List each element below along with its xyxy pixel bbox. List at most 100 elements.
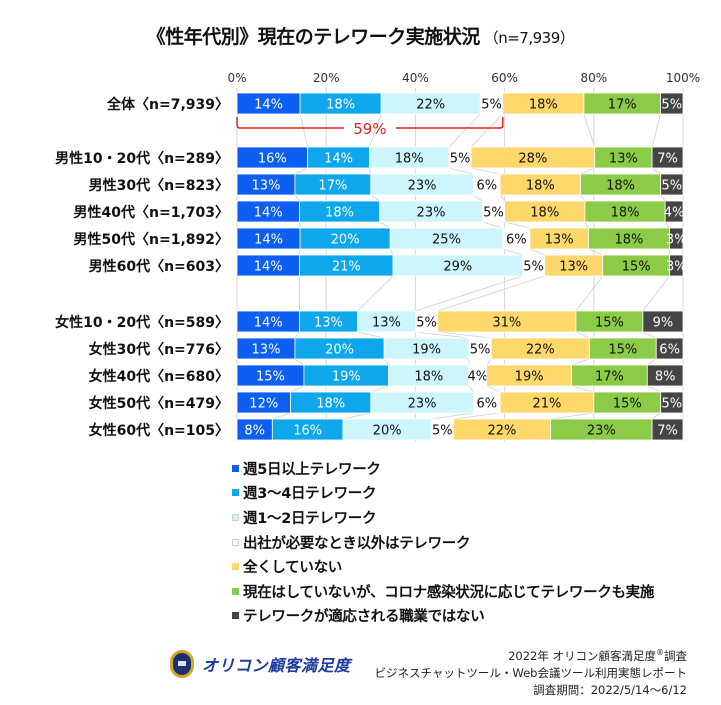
legend-item: 週1～2日テレワーク bbox=[232, 505, 654, 530]
category-label: 男性60代〈n=603〉 bbox=[89, 258, 229, 275]
data-label: 16% bbox=[258, 152, 287, 167]
bar-segment bbox=[651, 146, 684, 169]
series-connector-line bbox=[357, 275, 394, 312]
category-label: 女性60代〈n=105〉 bbox=[89, 422, 229, 439]
series-connector-line bbox=[482, 221, 503, 229]
legend-item: 出社が必要なとき以外はテレワーク bbox=[232, 530, 654, 555]
logo-text: オリコン顧客満足度 bbox=[202, 656, 351, 675]
data-label: 15% bbox=[622, 260, 651, 275]
series-connector-line bbox=[575, 275, 604, 312]
data-label: 14% bbox=[254, 98, 283, 113]
series-connector-line bbox=[664, 221, 670, 229]
series-connector-line bbox=[294, 167, 308, 175]
series-connector-line bbox=[651, 113, 661, 148]
series-connector-line bbox=[583, 113, 596, 148]
category-label: 男性50代〈n=1,892〉 bbox=[74, 231, 229, 248]
legend-label: 週3～4日テレワーク bbox=[243, 486, 377, 503]
data-label: 25% bbox=[432, 233, 461, 248]
data-label: 20% bbox=[325, 343, 354, 358]
data-label: 5% bbox=[483, 206, 504, 221]
data-label: 13% bbox=[545, 233, 574, 248]
series-connector-line bbox=[580, 194, 586, 202]
legend-swatch bbox=[232, 489, 239, 497]
series-connector-line bbox=[357, 331, 385, 339]
bar-segment bbox=[646, 364, 684, 387]
series-connector-line bbox=[272, 412, 291, 420]
series-connector-line bbox=[294, 331, 300, 339]
data-label: 12% bbox=[249, 397, 278, 412]
bar-segment bbox=[664, 200, 684, 223]
series-connector-line bbox=[383, 358, 389, 366]
legend-label: テレワークが適応される職業ではない bbox=[243, 609, 485, 626]
category-label: 女性30代〈n=776〉 bbox=[89, 341, 229, 358]
category-label: 男性30代〈n=823〉 bbox=[89, 177, 229, 194]
series-connector-line bbox=[299, 248, 301, 256]
legend-swatch bbox=[232, 563, 239, 571]
legend-label: 全くしていない bbox=[243, 560, 342, 577]
series-connector-line bbox=[370, 385, 389, 393]
data-label: 13% bbox=[314, 316, 343, 331]
credit-survey-name: 2022年 オリコン顧客満足度®調査 bbox=[508, 648, 687, 663]
series-connector-line bbox=[588, 248, 603, 256]
data-label: 15% bbox=[608, 343, 637, 358]
legend-label: 現在はしていないが、コロナ感染状況に応じてテレワークも実施 bbox=[243, 584, 655, 601]
data-label: 9% bbox=[653, 316, 674, 331]
legend-item: テレワークが適応される職業ではない bbox=[232, 604, 654, 629]
category-label: 全体〈n=7,939〉 bbox=[106, 96, 229, 113]
series-connector-line bbox=[369, 167, 372, 175]
bar-segment bbox=[642, 310, 684, 333]
chart-title: 《性年代別》現在のテレワーク実施状況 （n=7,939） bbox=[0, 22, 721, 49]
data-label: 18% bbox=[530, 206, 559, 221]
data-label: 13% bbox=[372, 316, 401, 331]
data-label: 17% bbox=[608, 98, 637, 113]
data-label: 5% bbox=[662, 179, 683, 194]
series-connector-line bbox=[651, 412, 661, 420]
series-connector-line bbox=[580, 167, 595, 175]
category-label: 女性50代〈n=479〉 bbox=[89, 395, 229, 412]
series-connector-line bbox=[437, 275, 545, 312]
x-axis-ticks: 0% 20% 40% 60% 80% 100% bbox=[227, 71, 700, 85]
data-label: 23% bbox=[408, 397, 437, 412]
series-connector-line bbox=[342, 412, 371, 420]
series-connector-line bbox=[290, 385, 305, 393]
legend-label: 週5日以上テレワーク bbox=[243, 461, 381, 478]
data-label: 19% bbox=[332, 370, 361, 385]
data-label: 5% bbox=[432, 424, 453, 439]
data-label: 15% bbox=[613, 397, 642, 412]
data-label: 4% bbox=[468, 370, 489, 385]
series-connector-line bbox=[504, 221, 530, 229]
data-label: 22% bbox=[487, 424, 516, 439]
series-connector-line bbox=[370, 194, 380, 202]
series-connector-line bbox=[470, 113, 504, 148]
series-connector-line bbox=[299, 113, 309, 148]
x-tick-label: 80% bbox=[580, 71, 607, 85]
series-connector-line bbox=[431, 412, 474, 420]
oricon-badge-icon bbox=[170, 650, 194, 678]
data-label: 13% bbox=[609, 152, 638, 167]
data-label: 14% bbox=[254, 233, 283, 248]
series-connector-line bbox=[415, 331, 469, 339]
x-tick-label: 20% bbox=[313, 71, 340, 85]
legend: 週5日以上テレワーク 週3～4日テレワーク週1～2日テレワーク 出社が必要なとき以外… bbox=[232, 456, 654, 628]
data-label: 6% bbox=[476, 397, 497, 412]
data-label: 15% bbox=[595, 316, 624, 331]
data-label: 13% bbox=[252, 343, 281, 358]
data-label: 22% bbox=[416, 98, 445, 113]
data-label: 14% bbox=[254, 206, 283, 221]
x-tick-label: 100% bbox=[666, 71, 700, 85]
data-label: 5% bbox=[661, 98, 682, 113]
legend-swatch bbox=[232, 587, 239, 595]
data-label: 7% bbox=[657, 424, 678, 439]
data-label: 3% bbox=[666, 260, 687, 275]
legend-item: 週5日以上テレワーク bbox=[232, 456, 654, 481]
data-label: 23% bbox=[417, 206, 446, 221]
series-connector-line bbox=[642, 331, 657, 339]
series-connector-line bbox=[294, 358, 305, 366]
series-connector-line bbox=[642, 275, 670, 312]
chart-title-main: 《性年代別》現在のテレワーク実施状況 bbox=[146, 26, 481, 48]
legend-item: 週3～4日テレワーク bbox=[232, 481, 654, 506]
series-connector-line bbox=[415, 275, 523, 312]
data-label: 3% bbox=[666, 233, 687, 248]
data-label: 28% bbox=[518, 152, 547, 167]
data-label: 19% bbox=[515, 370, 544, 385]
